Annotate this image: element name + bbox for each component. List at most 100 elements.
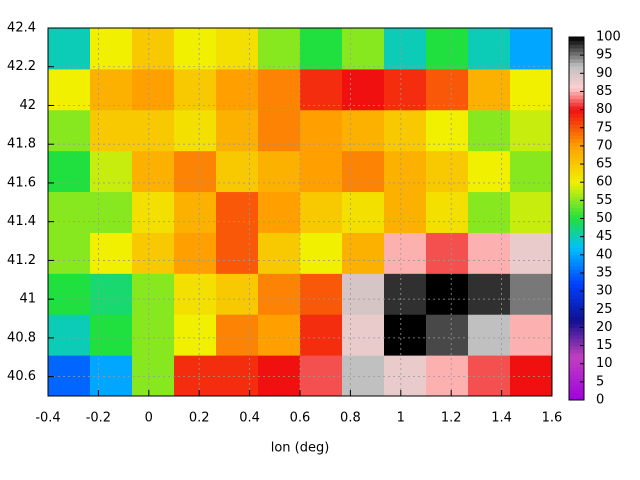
colorbar-tick-label: 45 — [596, 229, 613, 244]
heat-cell — [300, 232, 343, 274]
colorbar-segment — [569, 145, 584, 151]
heat-cell — [468, 355, 511, 397]
colorbar-segment — [569, 341, 584, 347]
colorbar-segment — [569, 69, 584, 74]
x-tick-label: 1.2 — [441, 411, 462, 426]
heat-cell — [468, 232, 511, 274]
colorbar-segment — [569, 323, 584, 328]
heat-cell — [300, 150, 343, 193]
heat-cell — [216, 355, 259, 397]
heat-cell — [342, 273, 385, 315]
heat-cell — [510, 232, 553, 274]
heat-cell — [384, 232, 427, 274]
colorbar-segment — [569, 135, 584, 140]
heat-cell — [132, 150, 175, 193]
heat-cell — [510, 109, 553, 152]
heat-cell — [468, 314, 511, 356]
heat-cell — [258, 232, 301, 274]
colorbar-segment — [569, 280, 584, 285]
heat-cell — [258, 191, 301, 233]
colorbar-segment — [569, 116, 584, 121]
colorbar-segment — [569, 218, 584, 223]
heat-cell — [300, 109, 343, 152]
colorbar-segment — [569, 196, 584, 201]
colorbar-segment — [569, 156, 584, 161]
heat-cell — [132, 191, 175, 233]
heat-cell — [216, 28, 259, 70]
heat-cell — [510, 28, 553, 70]
heat-cell — [510, 191, 553, 233]
heat-cell — [426, 150, 469, 193]
colorbar-segment — [569, 320, 584, 325]
heat-cell — [468, 191, 511, 233]
heat-cell — [48, 314, 91, 356]
colorbar-segment — [569, 294, 584, 299]
colorbar-segment — [569, 171, 584, 176]
colorbar-tick-label: 60 — [596, 175, 613, 190]
heat-cell — [174, 150, 217, 193]
heat-cell — [132, 355, 175, 397]
colorbar-segment — [569, 287, 584, 292]
colorbar-segment — [569, 305, 584, 310]
colorbar-tick-label: 85 — [596, 84, 613, 99]
y-tick-label: 42.2 — [7, 59, 36, 74]
colorbar-segment — [569, 142, 584, 147]
colorbar-segment — [569, 349, 584, 354]
heat-cell — [426, 191, 469, 233]
heat-cell — [342, 232, 385, 274]
colorbar-tick-label: 5 — [596, 374, 604, 389]
colorbar-segment — [569, 385, 584, 390]
heat-cell — [258, 68, 301, 111]
heat-cell — [90, 273, 133, 315]
colorbar-segment — [569, 80, 584, 85]
heat-cell — [174, 191, 217, 233]
colorbar-segment — [569, 174, 584, 180]
heat-cell — [300, 273, 343, 315]
heat-cell — [300, 28, 343, 70]
heat-cell — [90, 314, 133, 356]
colorbar-segment — [569, 222, 584, 227]
x-tick-label: 0.4 — [239, 411, 260, 426]
colorbar-tick-label: 95 — [596, 48, 613, 63]
heat-cell — [468, 150, 511, 193]
colorbar-segment — [569, 334, 584, 339]
heat-cell — [384, 28, 427, 70]
heat-cell — [48, 273, 91, 315]
heat-cell — [132, 68, 175, 111]
colorbar-tick-label: 15 — [596, 338, 613, 353]
colorbar-tick-label: 65 — [596, 157, 613, 172]
colorbar-segment — [569, 211, 584, 216]
colorbar-segment — [569, 363, 584, 368]
x-tick-label: 1.6 — [542, 411, 563, 426]
colorbar-segment — [569, 149, 584, 154]
heat-cell — [132, 28, 175, 70]
colorbar-segment — [569, 138, 584, 143]
colorbar-segment — [569, 62, 584, 67]
heat-cell — [300, 191, 343, 233]
colorbar-segment — [569, 229, 584, 234]
colorbar-segment — [569, 233, 584, 238]
colorbar-segment — [569, 381, 584, 386]
colorbar-segment — [569, 98, 584, 103]
colorbar-segment — [569, 262, 584, 267]
colorbar-segment — [569, 200, 584, 205]
colorbar-segment — [569, 345, 584, 350]
colorbar-segment — [569, 236, 584, 241]
colorbar-segment — [569, 182, 584, 187]
heat-cell — [426, 355, 469, 397]
y-tick-label: 41 — [19, 292, 36, 307]
colorbar-segment — [569, 396, 584, 401]
colorbar-segment — [569, 283, 584, 288]
heat-cell — [90, 109, 133, 152]
colorbar-segment — [569, 189, 584, 194]
colorbar-segment — [569, 356, 584, 361]
colorbar-segment — [569, 164, 584, 169]
colorbar-segment — [569, 167, 584, 172]
heat-cell — [132, 109, 175, 152]
heat-cell — [216, 150, 259, 193]
colorbar-segment — [569, 76, 584, 82]
heat-cell — [426, 273, 469, 315]
colorbar-segment — [569, 370, 584, 376]
colorbar-tick-label: 10 — [596, 356, 613, 371]
heat-cell — [468, 109, 511, 152]
